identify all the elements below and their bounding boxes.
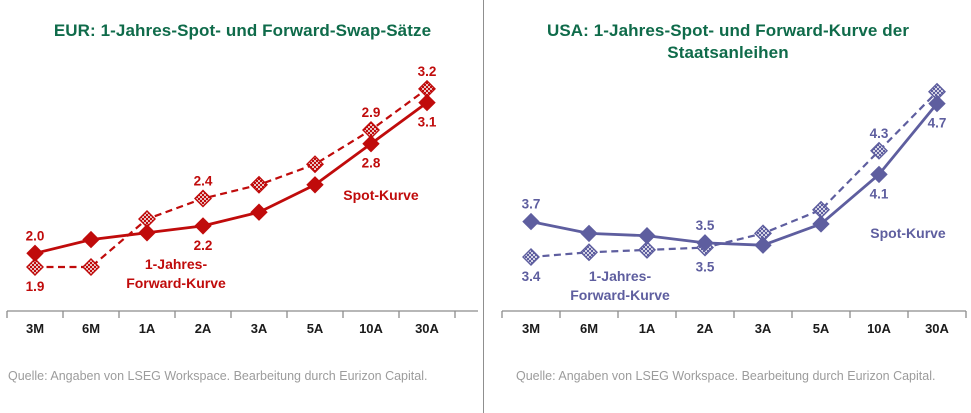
spot-marker-1A: [638, 227, 656, 245]
panel-divider: [483, 0, 484, 413]
usa-source-note: Quelle: Angaben von LSEG Workspace. Bear…: [516, 369, 936, 383]
spot-curve-line: [530, 102, 939, 247]
spot-marker-5A: [812, 215, 830, 233]
spot-marker-30A: [418, 93, 436, 112]
spot-marker-3A: [754, 236, 772, 254]
forward-marker-2A: [194, 189, 212, 208]
x-axis-label: 2A: [195, 321, 212, 336]
forward-curve-line: [35, 88, 428, 269]
x-axis-label: 30A: [925, 321, 949, 336]
eur-chart-plot: 3M 6M 1A 2A 3A 5A 10A 30A 2.0 1.9 2.4 2.2 2.9 2.8 3.2 3…: [6, 64, 478, 336]
x-axis-label: 10A: [867, 321, 891, 336]
forward-marker-5A: [306, 155, 324, 174]
spot-marker-2A: [696, 234, 714, 252]
forward-marker-1A: [638, 240, 656, 259]
eur-chart-title: EUR: 1-Jahres-Spot- und Forward-Swap-Sät…: [53, 21, 432, 40]
usa-chart-panel: USA: 1-Jahres-Spot- und Forward-Kurve de…: [485, 0, 971, 413]
x-axis-label: 2A: [697, 321, 714, 336]
x-axis-label: 5A: [813, 321, 830, 336]
data-label: 4.1: [870, 186, 889, 201]
data-label: 2.4: [194, 174, 213, 189]
data-label: 3.5: [696, 260, 715, 275]
forward-marker-3M: [26, 258, 44, 276]
spot-marker-6M: [580, 224, 598, 243]
spot-marker-30A: [928, 94, 946, 113]
x-axis-label: 6M: [82, 321, 100, 336]
usa-chart-plot: 3M 6M 1A 2A 3A 5A 10A 30A 3.7 3.4 3.5 3.5 4.3 4.1 4.7 1…: [501, 82, 967, 336]
x-axis-label: 3M: [26, 321, 44, 336]
forward-marker-6M: [580, 243, 598, 262]
x-axis-label: 1A: [639, 321, 656, 336]
data-label: 3.7: [522, 197, 541, 212]
series-label: Spot-Kurve: [870, 225, 946, 241]
data-label: 3.4: [522, 269, 541, 284]
forward-marker-3M: [522, 248, 540, 266]
spot-marker-5A: [306, 176, 324, 194]
data-label: 2.8: [362, 156, 381, 171]
forward-marker-6M: [82, 258, 100, 276]
spot-marker-2A: [194, 217, 212, 235]
spot-marker-6M: [82, 230, 100, 249]
series-label: 1-Jahres-: [589, 268, 652, 284]
spot-marker-3A: [250, 203, 268, 221]
spot-marker-1A: [138, 224, 156, 242]
spot-marker-3M: [26, 244, 44, 262]
x-axis-label: 3A: [755, 321, 772, 336]
data-label: 3.2: [418, 64, 437, 79]
x-axis-label: 3A: [251, 321, 268, 336]
x-axis-label: 6M: [580, 321, 598, 336]
forward-marker-3A: [250, 175, 268, 194]
spot-marker-3M: [522, 212, 540, 231]
usa-chart-title: USA: 1-Jahres-Spot- und Forward-Kurve de…: [546, 21, 910, 62]
data-label: 1.9: [26, 279, 45, 294]
data-label: 2.9: [362, 105, 381, 120]
spot-marker-10A: [362, 135, 380, 153]
data-label: 2.0: [26, 228, 45, 243]
x-axis-label: 30A: [415, 321, 439, 336]
data-label: 3.1: [418, 115, 437, 130]
data-label: 2.2: [194, 238, 213, 253]
spot-marker-10A: [870, 165, 888, 184]
data-label: 4.7: [928, 116, 947, 131]
series-label: Forward-Kurve: [126, 275, 226, 291]
series-label: 1-Jahres-: [145, 256, 208, 272]
x-axis-label: 10A: [359, 321, 383, 336]
forward-marker-10A: [870, 141, 888, 160]
x-axis-label: 1A: [139, 321, 156, 336]
x-axis-label: 5A: [307, 321, 324, 336]
eur-source-note: Quelle: Angaben von LSEG Workspace. Bear…: [8, 369, 428, 383]
data-label: 3.5: [696, 218, 715, 233]
series-label: Forward-Kurve: [570, 287, 670, 303]
data-label: 4.3: [870, 126, 889, 141]
series-label: Spot-Kurve: [343, 187, 419, 203]
x-axis-label: 3M: [522, 321, 540, 336]
spot-curve-line: [34, 101, 428, 255]
eur-chart-panel: EUR: 1-Jahres-Spot- und Forward-Swap-Sät…: [0, 0, 485, 413]
